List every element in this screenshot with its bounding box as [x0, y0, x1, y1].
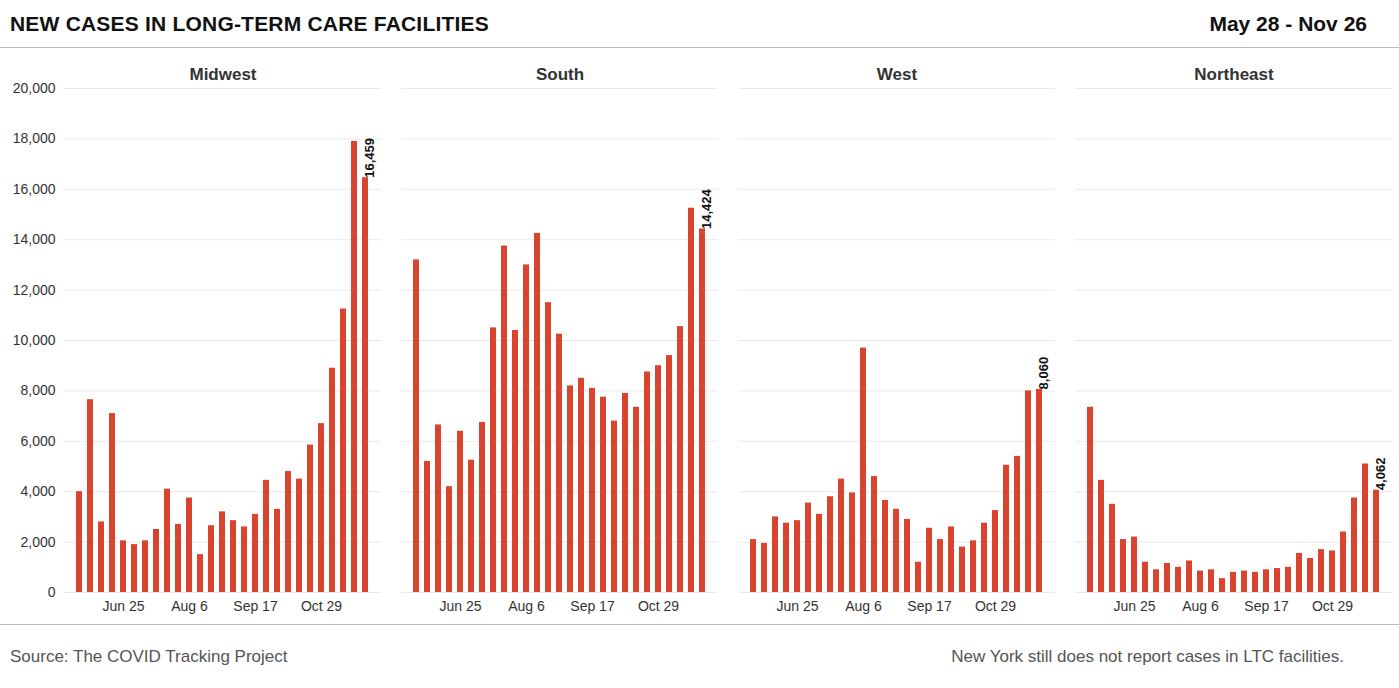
svg-text:14,424: 14,424: [699, 188, 714, 229]
svg-text:20,000: 20,000: [13, 80, 56, 96]
svg-text:Aug 6: Aug 6: [508, 598, 545, 614]
svg-text:Oct 29: Oct 29: [975, 598, 1016, 614]
svg-text:South: South: [536, 65, 584, 84]
svg-text:4,000: 4,000: [20, 483, 55, 499]
svg-text:12,000: 12,000: [13, 282, 56, 298]
svg-text:Oct 29: Oct 29: [638, 598, 679, 614]
svg-text:Midwest: Midwest: [189, 65, 256, 84]
svg-text:18,000: 18,000: [13, 130, 56, 146]
svg-text:16,000: 16,000: [13, 181, 56, 197]
html-text:New York still does not report: New York still does not report cases in …: [951, 646, 1344, 666]
svg-text:Sep 17: Sep 17: [233, 598, 278, 614]
svg-text:Oct 29: Oct 29: [1312, 598, 1353, 614]
svg-text:Aug 6: Aug 6: [845, 598, 882, 614]
html-text:Source: The COVID Tracking Pro: Source: The COVID Tracking Project: [10, 646, 288, 666]
svg-text:Jun 25: Jun 25: [102, 598, 144, 614]
html-text:May 28 - Nov 26: May 28 - Nov 26: [1209, 11, 1367, 35]
svg-text:Jun 25: Jun 25: [776, 598, 818, 614]
svg-text:16,459: 16,459: [362, 138, 377, 178]
svg-text:Aug 6: Aug 6: [171, 598, 208, 614]
svg-text:2,000: 2,000: [20, 534, 55, 550]
svg-text:8,000: 8,000: [20, 382, 55, 398]
svg-text:Sep 17: Sep 17: [570, 598, 615, 614]
svg-text:10,000: 10,000: [13, 332, 56, 348]
html-text:NEW CASES IN LONG-TERM CARE FA: NEW CASES IN LONG-TERM CARE FACILITIES: [10, 11, 489, 35]
svg-text:Jun 25: Jun 25: [1113, 598, 1155, 614]
svg-text:Oct 29: Oct 29: [301, 598, 342, 614]
svg-text:6,000: 6,000: [20, 433, 55, 449]
svg-text:Sep 17: Sep 17: [907, 598, 952, 614]
svg-text:8,060: 8,060: [1036, 357, 1051, 390]
svg-text:Aug 6: Aug 6: [1182, 598, 1219, 614]
svg-text:14,000: 14,000: [13, 231, 56, 247]
svg-text:West: West: [877, 65, 918, 84]
svg-text:Sep 17: Sep 17: [1244, 598, 1289, 614]
svg-text:Northeast: Northeast: [1194, 65, 1274, 84]
svg-text:Jun 25: Jun 25: [439, 598, 481, 614]
svg-text:4,062: 4,062: [1373, 458, 1388, 491]
svg-text:0: 0: [48, 584, 56, 600]
